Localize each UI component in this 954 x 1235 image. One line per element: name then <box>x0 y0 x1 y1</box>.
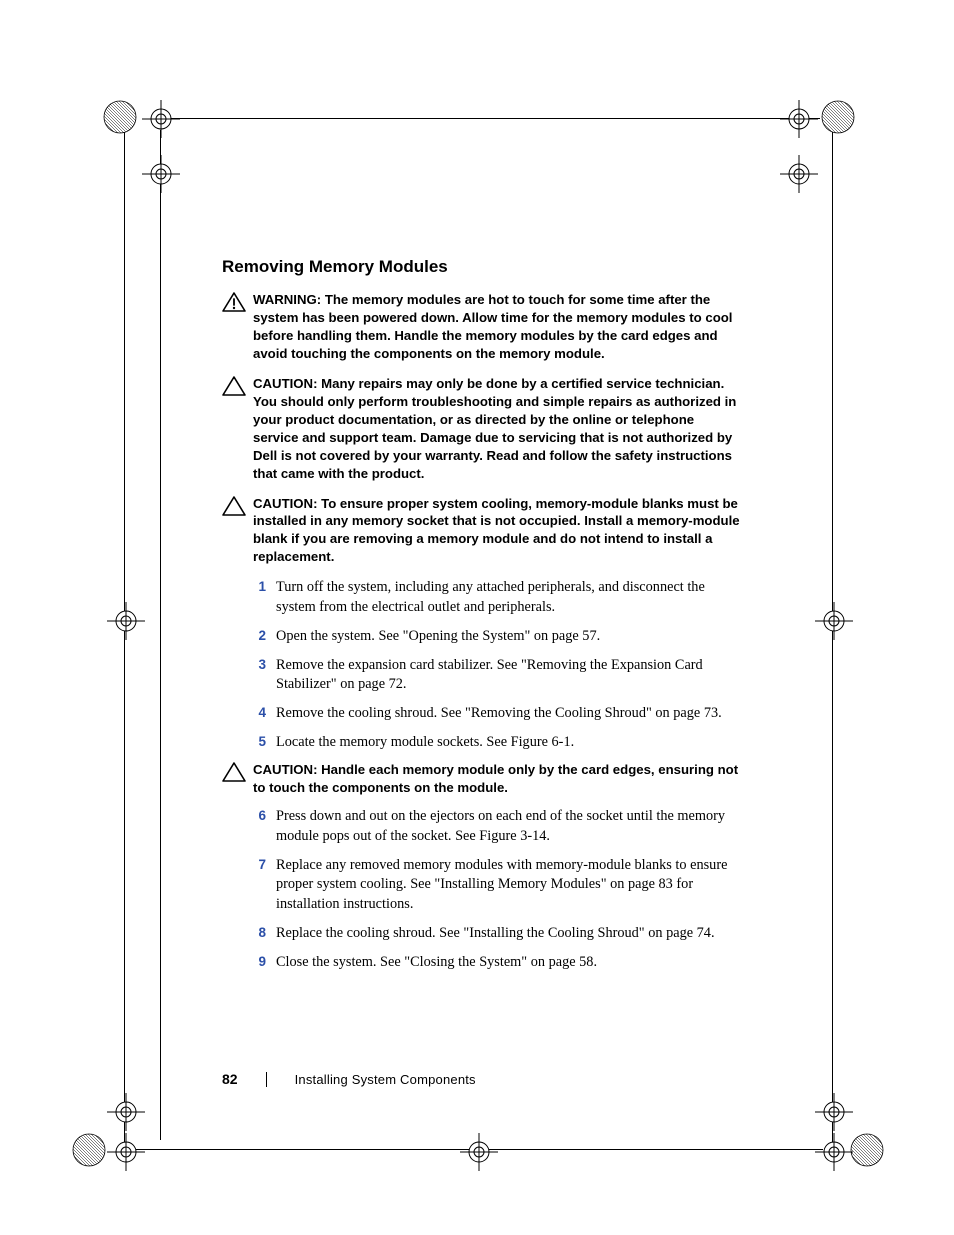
step-2: 2Open the system. See "Opening the Syste… <box>254 627 742 647</box>
step-number: 9 <box>248 953 266 972</box>
registration-mark-icon <box>142 100 180 138</box>
page-content: Removing Memory Modules WARNING: The mem… <box>222 257 742 981</box>
caution-3-text: CAUTION: Handle each memory module only … <box>253 761 742 797</box>
crop-line-top <box>170 118 820 119</box>
step-8: 8Replace the cooling shroud. See "Instal… <box>254 924 742 944</box>
caution-1-label: CAUTION: <box>253 376 317 391</box>
step-number: 1 <box>248 578 266 597</box>
steps-list: 1Turn off the system, including any atta… <box>254 578 742 752</box>
registration-mark-icon <box>142 155 180 193</box>
caution-admonition-1: CAUTION: Many repairs may only be done b… <box>222 375 742 483</box>
step-text: Remove the cooling shroud. See "Removing… <box>276 705 722 721</box>
warning-text: WARNING: The memory modules are hot to t… <box>253 291 742 363</box>
step-text: Locate the memory module sockets. See Fi… <box>276 734 574 750</box>
caution-3-body: Handle each memory module only by the ca… <box>253 762 738 795</box>
printmark-ball-icon <box>103 100 137 134</box>
step-number: 3 <box>248 656 266 675</box>
step-number: 6 <box>248 807 266 826</box>
caution-1-text: CAUTION: Many repairs may only be done b… <box>253 375 742 483</box>
registration-mark-icon <box>107 1093 145 1131</box>
crop-line-left <box>160 130 161 1140</box>
warning-icon <box>222 292 246 312</box>
caution-2-text: CAUTION: To ensure proper system cooling… <box>253 495 742 567</box>
printmark-ball-icon <box>850 1133 884 1167</box>
step-text: Remove the expansion card stabilizer. Se… <box>276 657 703 693</box>
caution-1-body: Many repairs may only be done by a certi… <box>253 376 736 481</box>
caution-icon <box>222 762 246 782</box>
step-number: 7 <box>248 856 266 875</box>
registration-mark-icon <box>780 155 818 193</box>
printmark-ball-icon <box>821 100 855 134</box>
warning-label: WARNING: <box>253 292 321 307</box>
step-text: Open the system. See "Opening the System… <box>276 628 600 644</box>
step-text: Close the system. See "Closing the Syste… <box>276 954 597 970</box>
section-heading: Removing Memory Modules <box>222 257 742 277</box>
registration-mark-icon <box>107 602 145 640</box>
step-3: 3Remove the expansion card stabilizer. S… <box>254 656 742 695</box>
step-4: 4Remove the cooling shroud. See "Removin… <box>254 704 742 724</box>
chapter-title: Installing System Components <box>295 1072 476 1087</box>
step-9: 9Close the system. See "Closing the Syst… <box>254 953 742 973</box>
footer-separator <box>266 1072 267 1087</box>
step-text: Replace any removed memory modules with … <box>276 857 727 912</box>
step-text: Replace the cooling shroud. See "Install… <box>276 925 715 941</box>
registration-mark-icon <box>815 602 853 640</box>
caution-icon <box>222 496 246 516</box>
step-6: 6Press down and out on the ejectors on e… <box>254 807 742 846</box>
registration-mark-icon <box>460 1133 498 1171</box>
registration-mark-icon <box>780 100 818 138</box>
step-number: 2 <box>248 627 266 646</box>
registration-mark-icon <box>107 1133 145 1171</box>
step-number: 8 <box>248 924 266 943</box>
warning-admonition: WARNING: The memory modules are hot to t… <box>222 291 742 363</box>
step-number: 4 <box>248 704 266 723</box>
page-number: 82 <box>222 1071 238 1087</box>
steps-list-2: 6Press down and out on the ejectors on e… <box>254 807 742 972</box>
step-1: 1Turn off the system, including any atta… <box>254 578 742 617</box>
step-text: Press down and out on the ejectors on ea… <box>276 808 725 844</box>
warning-body: The memory modules are hot to touch for … <box>253 292 732 361</box>
caution-icon <box>222 376 246 396</box>
caution-2-label: CAUTION: <box>253 496 317 511</box>
step-number: 5 <box>248 733 266 752</box>
registration-mark-icon <box>815 1133 853 1171</box>
step-7: 7Replace any removed memory modules with… <box>254 856 742 915</box>
step-text: Turn off the system, including any attac… <box>276 579 705 615</box>
step-5: 5Locate the memory module sockets. See F… <box>254 733 742 753</box>
caution-admonition-2: CAUTION: To ensure proper system cooling… <box>222 495 742 567</box>
printmark-ball-icon <box>72 1133 106 1167</box>
page-footer: 82 Installing System Components <box>222 1071 476 1087</box>
caution-3-label: CAUTION: <box>253 762 317 777</box>
registration-mark-icon <box>815 1093 853 1131</box>
caution-admonition-3: CAUTION: Handle each memory module only … <box>222 761 742 797</box>
caution-2-body: To ensure proper system cooling, memory-… <box>253 496 740 565</box>
